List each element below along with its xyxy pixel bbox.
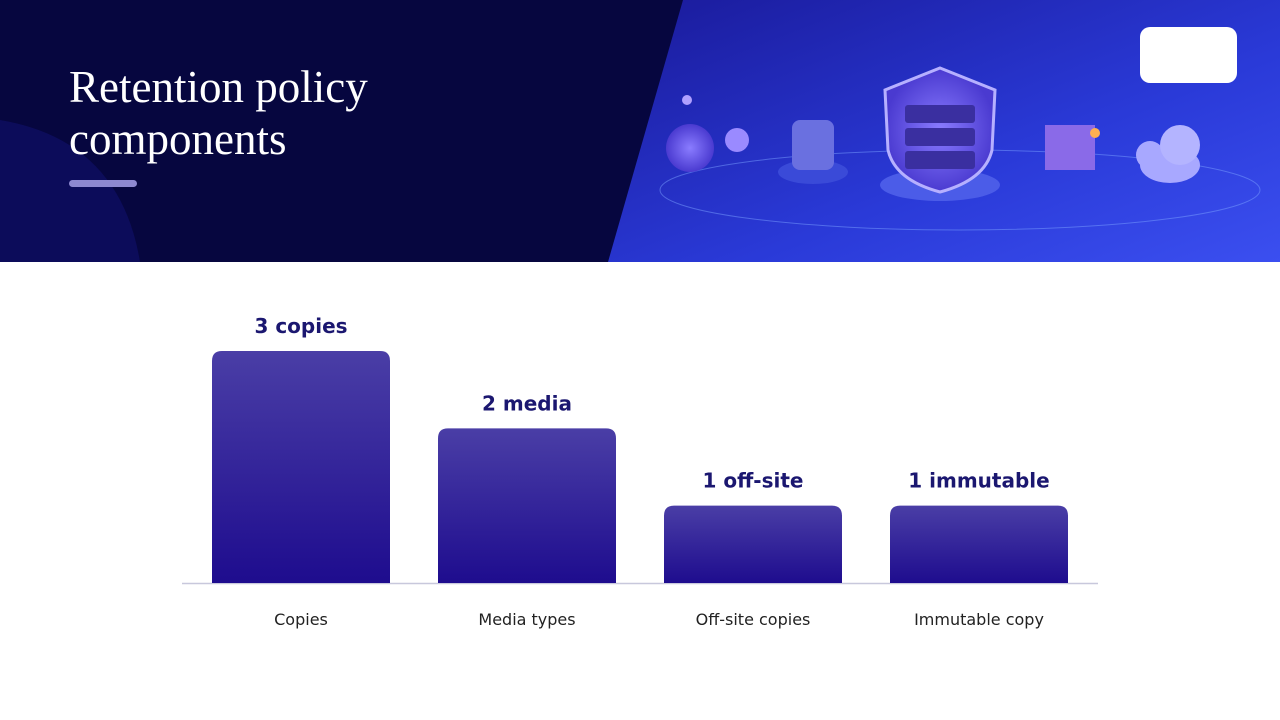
category-label: Media types	[478, 610, 575, 629]
bar	[890, 505, 1068, 583]
logo-box	[1140, 27, 1237, 83]
category-label: Off-site copies	[696, 610, 811, 629]
value-label: 1 immutable	[908, 469, 1049, 493]
value-label: 1 off-site	[702, 469, 803, 493]
category-label: Immutable copy	[914, 610, 1044, 629]
bar	[438, 428, 616, 583]
title-underline	[69, 180, 137, 187]
value-label: 2 media	[482, 391, 572, 415]
value-label: 3 copies	[254, 314, 347, 338]
bar	[212, 351, 390, 583]
illustration-details	[659, 66, 1261, 231]
category-label: Copies	[274, 610, 328, 629]
bar	[664, 505, 842, 583]
slide-title: Retention policy components	[69, 62, 368, 164]
header-shape	[0, 120, 140, 262]
